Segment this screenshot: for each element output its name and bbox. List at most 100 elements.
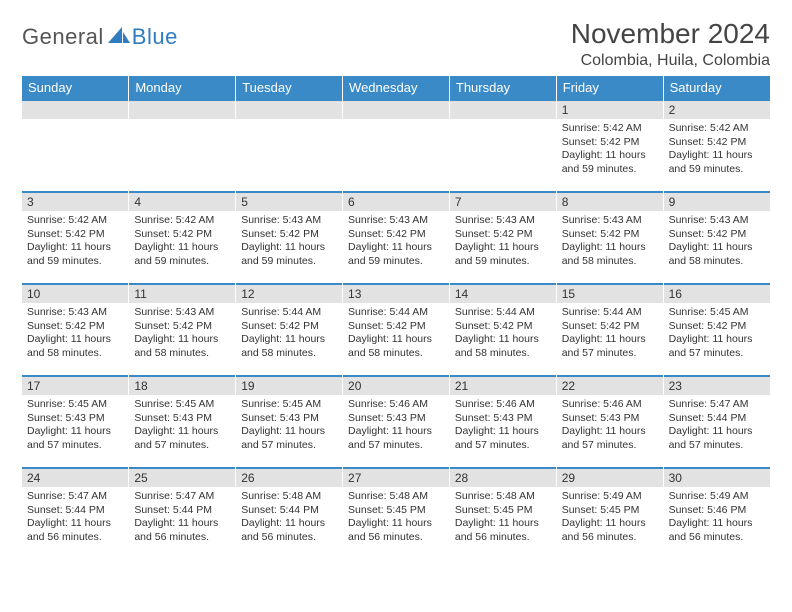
sunrise-text: Sunrise: 5:42 AM [134, 214, 230, 228]
weekday-header: Tuesday [236, 76, 343, 99]
calendar-day-cell [449, 99, 556, 191]
calendar-week-row: 1Sunrise: 5:42 AMSunset: 5:42 PMDaylight… [22, 99, 770, 191]
sunset-text: Sunset: 5:42 PM [455, 320, 551, 334]
calendar-table: Sunday Monday Tuesday Wednesday Thursday… [22, 76, 770, 559]
calendar-day-cell: 14Sunrise: 5:44 AMSunset: 5:42 PMDayligh… [449, 283, 556, 375]
day-number: 20 [343, 375, 449, 395]
calendar-day-cell: 12Sunrise: 5:44 AMSunset: 5:42 PMDayligh… [236, 283, 343, 375]
sunset-text: Sunset: 5:42 PM [669, 320, 765, 334]
day-details: Sunrise: 5:45 AMSunset: 5:43 PMDaylight:… [129, 395, 235, 458]
day-number: 11 [129, 283, 235, 303]
day-details: Sunrise: 5:49 AMSunset: 5:45 PMDaylight:… [557, 487, 663, 550]
daylight-text: Daylight: 11 hours and 59 minutes. [562, 149, 658, 176]
day-number: 23 [664, 375, 770, 395]
day-number: 12 [236, 283, 342, 303]
sunrise-text: Sunrise: 5:45 AM [27, 398, 123, 412]
sunset-text: Sunset: 5:43 PM [562, 412, 658, 426]
daylight-text: Daylight: 11 hours and 58 minutes. [27, 333, 123, 360]
day-details: Sunrise: 5:47 AMSunset: 5:44 PMDaylight:… [664, 395, 770, 458]
day-details: Sunrise: 5:42 AMSunset: 5:42 PMDaylight:… [557, 119, 663, 182]
daylight-text: Daylight: 11 hours and 57 minutes. [134, 425, 230, 452]
daylight-text: Daylight: 11 hours and 58 minutes. [348, 333, 444, 360]
day-number: 28 [450, 467, 556, 487]
weekday-header: Monday [129, 76, 236, 99]
sunset-text: Sunset: 5:42 PM [348, 320, 444, 334]
sunset-text: Sunset: 5:44 PM [241, 504, 337, 518]
sunrise-text: Sunrise: 5:43 AM [241, 214, 337, 228]
day-number: 8 [557, 191, 663, 211]
daylight-text: Daylight: 11 hours and 56 minutes. [455, 517, 551, 544]
daylight-text: Daylight: 11 hours and 58 minutes. [455, 333, 551, 360]
day-number: 21 [450, 375, 556, 395]
day-number: 24 [22, 467, 128, 487]
calendar-day-cell [343, 99, 450, 191]
day-number: 15 [557, 283, 663, 303]
sunset-text: Sunset: 5:42 PM [455, 228, 551, 242]
day-number: 6 [343, 191, 449, 211]
daylight-text: Daylight: 11 hours and 59 minutes. [241, 241, 337, 268]
sunrise-text: Sunrise: 5:43 AM [348, 214, 444, 228]
day-details: Sunrise: 5:42 AMSunset: 5:42 PMDaylight:… [22, 211, 128, 274]
brand-sail-icon [108, 27, 130, 47]
day-number: 30 [664, 467, 770, 487]
weekday-header: Thursday [449, 76, 556, 99]
daylight-text: Daylight: 11 hours and 59 minutes. [348, 241, 444, 268]
sunset-text: Sunset: 5:42 PM [669, 228, 765, 242]
day-details: Sunrise: 5:45 AMSunset: 5:42 PMDaylight:… [664, 303, 770, 366]
day-number [22, 99, 128, 119]
day-number: 9 [664, 191, 770, 211]
weekday-header: Saturday [663, 76, 770, 99]
day-details: Sunrise: 5:46 AMSunset: 5:43 PMDaylight:… [557, 395, 663, 458]
daylight-text: Daylight: 11 hours and 59 minutes. [27, 241, 123, 268]
day-number: 25 [129, 467, 235, 487]
sunset-text: Sunset: 5:45 PM [348, 504, 444, 518]
weekday-header: Sunday [22, 76, 129, 99]
day-number [129, 99, 235, 119]
month-title: November 2024 [571, 18, 770, 50]
title-block: November 2024 Colombia, Huila, Colombia [571, 18, 770, 70]
sunset-text: Sunset: 5:42 PM [27, 320, 123, 334]
sunrise-text: Sunrise: 5:48 AM [348, 490, 444, 504]
day-number [450, 99, 556, 119]
day-details: Sunrise: 5:43 AMSunset: 5:42 PMDaylight:… [129, 303, 235, 366]
day-details: Sunrise: 5:43 AMSunset: 5:42 PMDaylight:… [664, 211, 770, 274]
sunset-text: Sunset: 5:44 PM [27, 504, 123, 518]
sunrise-text: Sunrise: 5:42 AM [27, 214, 123, 228]
day-number: 13 [343, 283, 449, 303]
day-number: 14 [450, 283, 556, 303]
day-number: 1 [557, 99, 663, 119]
day-number [343, 99, 449, 119]
day-details [450, 119, 556, 127]
day-details: Sunrise: 5:48 AMSunset: 5:45 PMDaylight:… [343, 487, 449, 550]
day-number: 18 [129, 375, 235, 395]
day-details [343, 119, 449, 127]
daylight-text: Daylight: 11 hours and 57 minutes. [669, 425, 765, 452]
sunset-text: Sunset: 5:42 PM [348, 228, 444, 242]
calendar-day-cell: 25Sunrise: 5:47 AMSunset: 5:44 PMDayligh… [129, 467, 236, 559]
day-details: Sunrise: 5:45 AMSunset: 5:43 PMDaylight:… [236, 395, 342, 458]
daylight-text: Daylight: 11 hours and 59 minutes. [134, 241, 230, 268]
sunrise-text: Sunrise: 5:49 AM [562, 490, 658, 504]
sunrise-text: Sunrise: 5:47 AM [134, 490, 230, 504]
sunrise-text: Sunrise: 5:45 AM [669, 306, 765, 320]
daylight-text: Daylight: 11 hours and 57 minutes. [562, 333, 658, 360]
calendar-day-cell: 5Sunrise: 5:43 AMSunset: 5:42 PMDaylight… [236, 191, 343, 283]
sunrise-text: Sunrise: 5:42 AM [562, 122, 658, 136]
sunrise-text: Sunrise: 5:45 AM [134, 398, 230, 412]
calendar-day-cell: 24Sunrise: 5:47 AMSunset: 5:44 PMDayligh… [22, 467, 129, 559]
day-details: Sunrise: 5:46 AMSunset: 5:43 PMDaylight:… [450, 395, 556, 458]
sunset-text: Sunset: 5:43 PM [348, 412, 444, 426]
day-details: Sunrise: 5:47 AMSunset: 5:44 PMDaylight:… [129, 487, 235, 550]
sunrise-text: Sunrise: 5:47 AM [669, 398, 765, 412]
sunrise-text: Sunrise: 5:47 AM [27, 490, 123, 504]
header-bar: General Blue November 2024 Colombia, Hui… [22, 18, 770, 70]
day-details: Sunrise: 5:45 AMSunset: 5:43 PMDaylight:… [22, 395, 128, 458]
calendar-day-cell: 22Sunrise: 5:46 AMSunset: 5:43 PMDayligh… [556, 375, 663, 467]
day-number: 4 [129, 191, 235, 211]
calendar-day-cell: 17Sunrise: 5:45 AMSunset: 5:43 PMDayligh… [22, 375, 129, 467]
sunrise-text: Sunrise: 5:46 AM [562, 398, 658, 412]
brand-part2: Blue [132, 24, 178, 50]
calendar-week-row: 3Sunrise: 5:42 AMSunset: 5:42 PMDaylight… [22, 191, 770, 283]
day-number [236, 99, 342, 119]
sunset-text: Sunset: 5:45 PM [455, 504, 551, 518]
